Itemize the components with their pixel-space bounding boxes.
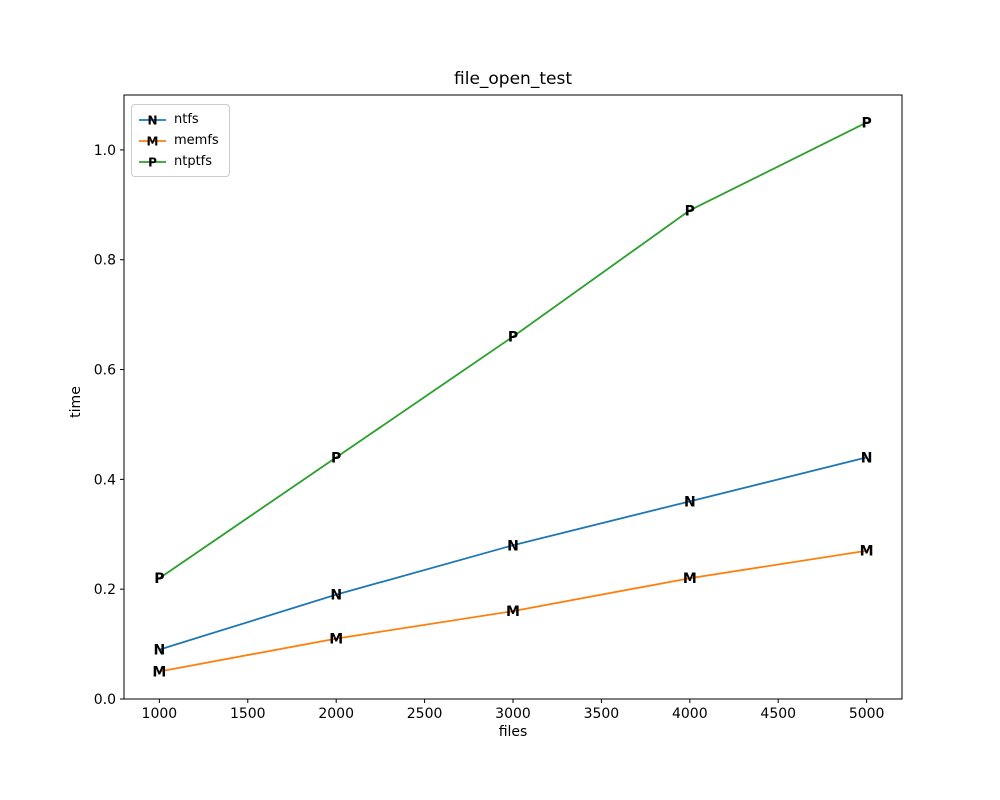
data-point-marker: N	[154, 643, 166, 659]
data-point-marker: P	[685, 203, 695, 219]
y-tick-label: 0.0	[94, 692, 116, 708]
data-point-marker: N	[330, 588, 342, 604]
chart-title: file_open_test	[454, 69, 572, 89]
series-line	[158, 456, 868, 651]
x-tick-label: 1000	[142, 706, 178, 722]
legend-marker-sample: M	[139, 134, 166, 148]
x-tick-label: 4500	[760, 706, 796, 722]
legend-label: ntptfs	[174, 154, 213, 169]
y-tick-label: 0.4	[94, 472, 116, 488]
data-point-marker: M	[683, 571, 697, 587]
y-tick-label: 1.0	[94, 143, 116, 159]
series-memfs: M M M M M	[152, 544, 873, 681]
data-point-marker: N	[507, 538, 519, 554]
data-point-marker: P	[154, 571, 164, 587]
data-point-marker: P	[862, 115, 872, 131]
x-tick-label: 3500	[584, 706, 620, 722]
data-point-marker: M	[860, 544, 874, 560]
x-tick-label: 1500	[230, 706, 266, 722]
data-point-marker: M	[506, 604, 520, 620]
legend-marker-sample: N	[139, 113, 166, 127]
x-tick-label: 3000	[495, 706, 531, 722]
series-ntfs: N N N N N	[154, 450, 873, 658]
legend-label: memfs	[174, 133, 219, 148]
data-point-marker: M	[152, 665, 166, 681]
data-point-marker: P	[508, 330, 518, 346]
data-point-marker: M	[329, 632, 343, 648]
plot-spines	[123, 94, 903, 700]
x-tick-label: 4000	[672, 706, 708, 722]
legend-marker-sample: P	[139, 155, 166, 169]
x-tick-label: 2000	[318, 706, 354, 722]
y-tick-label: 0.2	[94, 582, 116, 598]
series-line	[158, 121, 868, 580]
legend-marker-letter: N	[147, 113, 157, 127]
plot-border	[123, 94, 903, 700]
y-tick-label: 0.6	[94, 363, 116, 379]
axis-ticks: 1000 1500 2000 2500 3000 3500 4000 4500 5000 0.0 0…	[94, 143, 885, 722]
data-point-marker: N	[861, 450, 873, 466]
series-ntptfs: P P P P P	[154, 115, 872, 587]
series-line	[158, 549, 868, 673]
legend-marker-letter: P	[148, 155, 157, 169]
data-point-marker: P	[331, 450, 341, 466]
y-tick-label: 0.8	[94, 253, 116, 269]
legend-label: ntfs	[174, 112, 199, 127]
x-tick-label: 2500	[407, 706, 443, 722]
x-tick-label: 5000	[849, 706, 885, 722]
legend-marker-letter: M	[147, 134, 159, 148]
x-axis-label: files	[499, 724, 528, 740]
data-point-marker: N	[684, 494, 696, 510]
y-axis-label: time	[68, 386, 84, 418]
